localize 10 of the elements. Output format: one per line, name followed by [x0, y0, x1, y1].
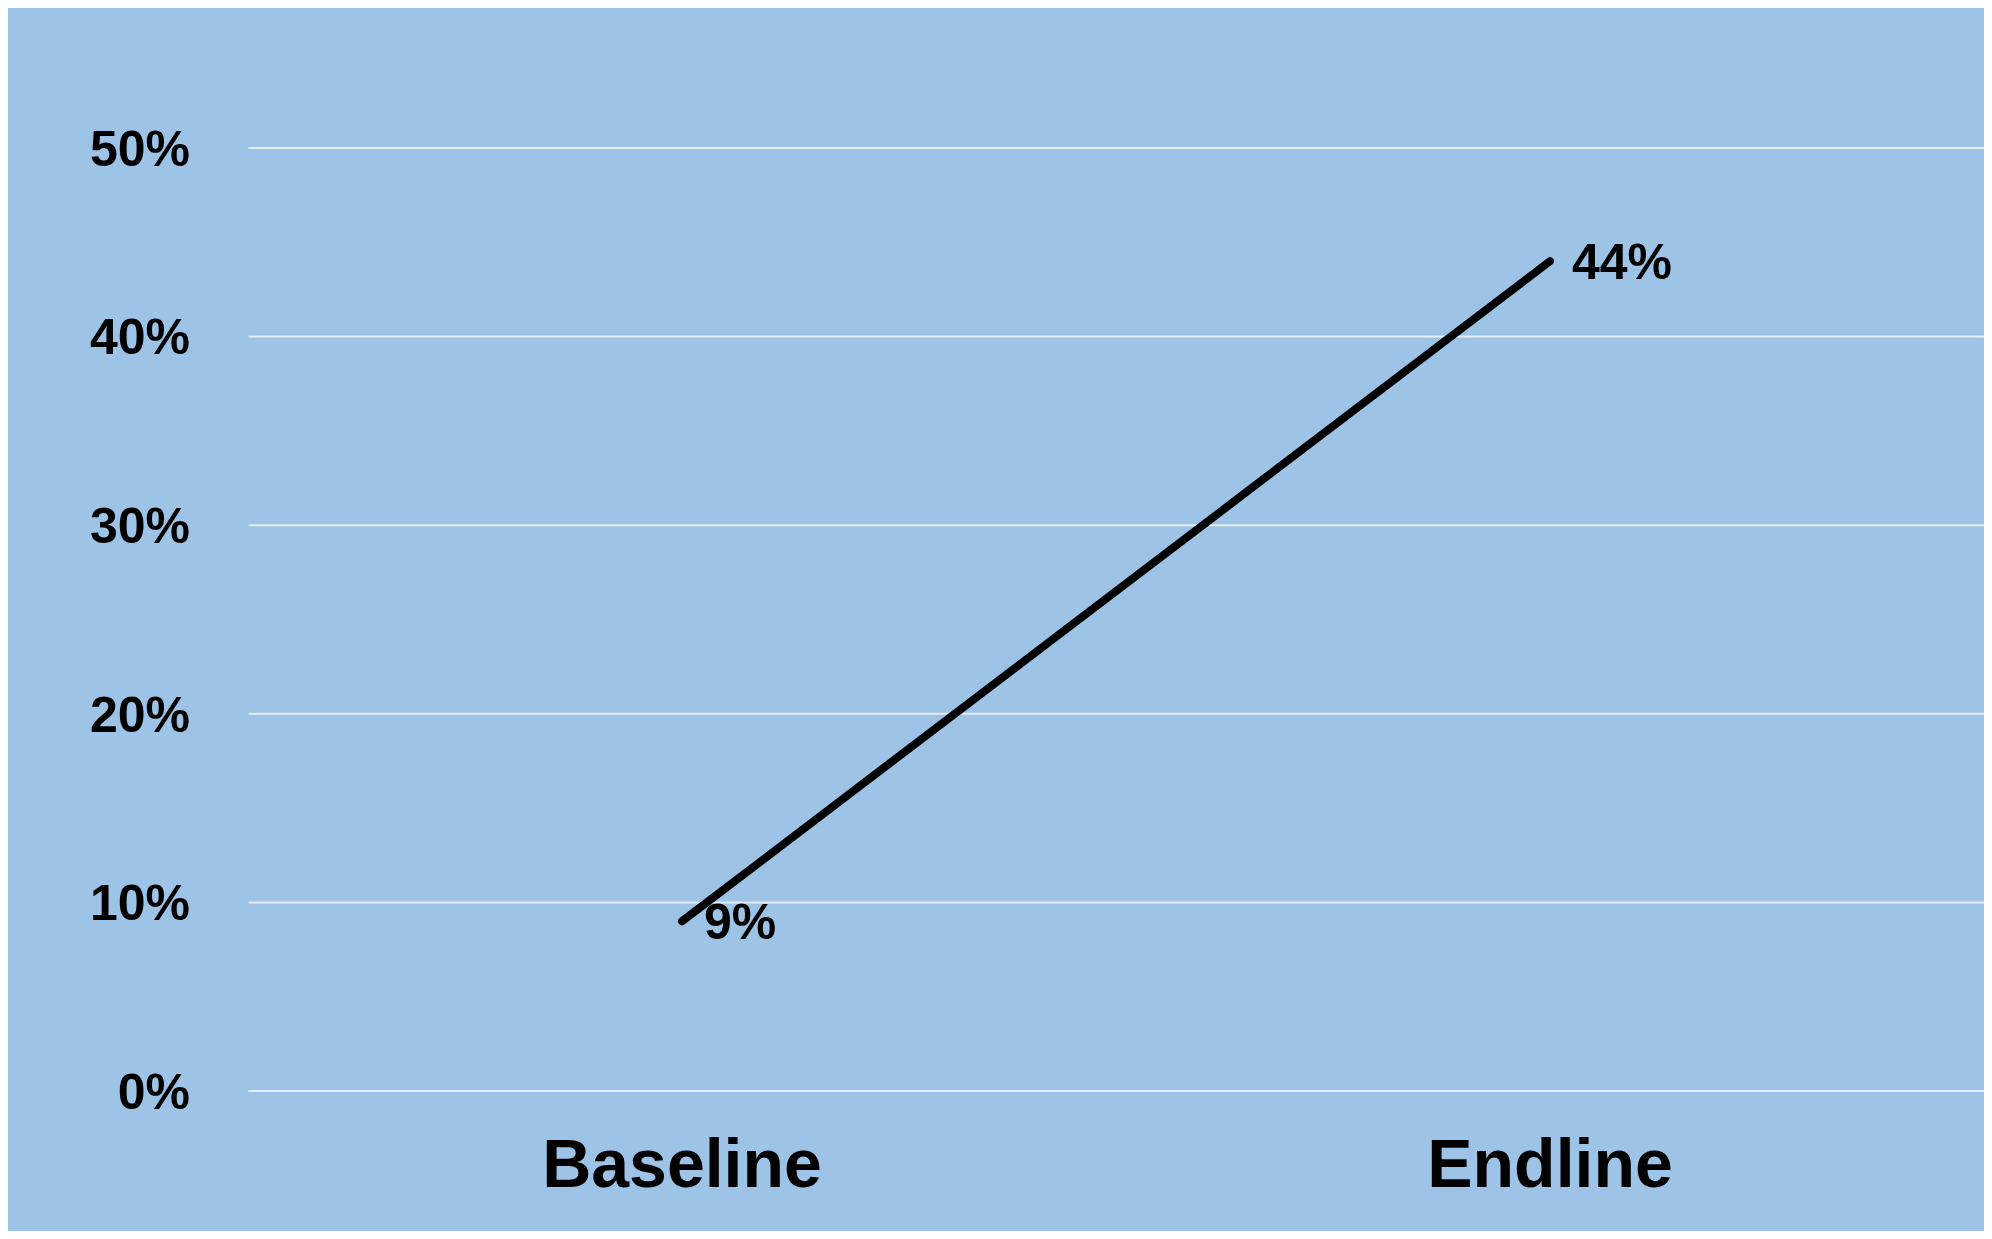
- x-tick-label: Endline: [1427, 1125, 1673, 1202]
- data-label: 44%: [1572, 234, 1673, 291]
- data-label: 9%: [704, 894, 777, 951]
- y-tick-label: 20%: [89, 686, 190, 743]
- y-tick-label: 50%: [89, 120, 190, 177]
- y-tick-label: 30%: [89, 497, 190, 554]
- y-tick-label: 10%: [89, 875, 190, 932]
- y-tick-label: 0%: [117, 1063, 190, 1120]
- y-tick-label: 40%: [89, 309, 190, 366]
- x-tick-label: Baseline: [542, 1125, 822, 1202]
